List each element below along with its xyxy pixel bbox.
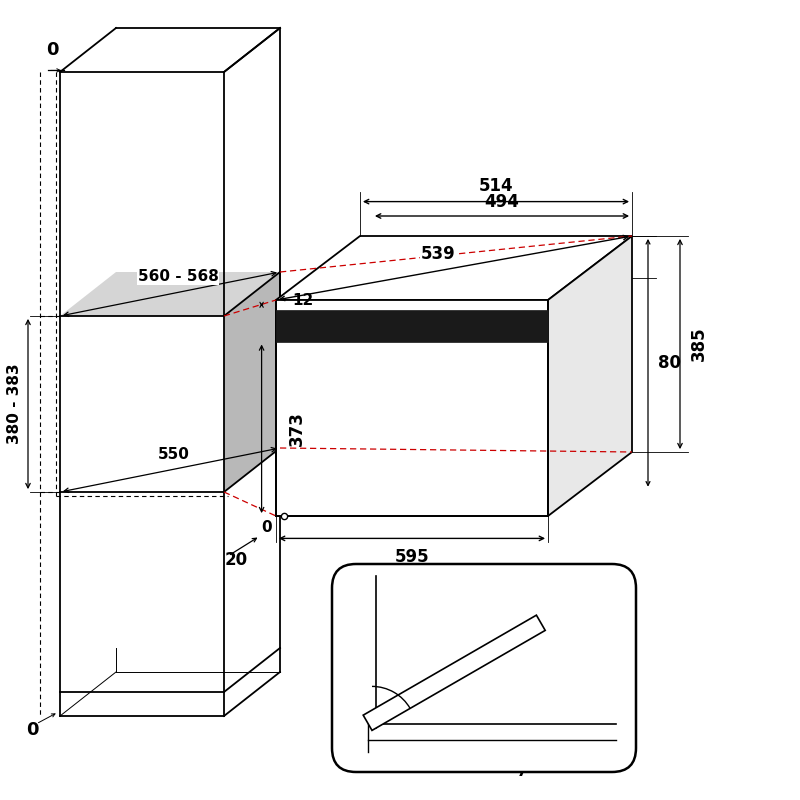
Text: 385: 385 <box>690 326 708 362</box>
Polygon shape <box>276 300 548 516</box>
Text: 80: 80 <box>658 354 681 372</box>
Text: 20: 20 <box>225 551 247 569</box>
Text: 290: 290 <box>430 630 466 648</box>
Text: 380 - 383: 380 - 383 <box>6 364 22 444</box>
Text: 0: 0 <box>262 520 272 535</box>
Text: 560 - 568: 560 - 568 <box>138 270 218 284</box>
Text: 7: 7 <box>518 764 528 779</box>
Polygon shape <box>548 236 632 516</box>
Polygon shape <box>224 272 280 492</box>
Polygon shape <box>60 272 280 316</box>
FancyBboxPatch shape <box>332 564 636 772</box>
Text: 550: 550 <box>158 447 190 462</box>
Polygon shape <box>276 310 548 342</box>
Text: 0: 0 <box>26 722 38 739</box>
Polygon shape <box>363 615 546 730</box>
Text: 539: 539 <box>421 245 455 262</box>
Text: 373: 373 <box>288 411 306 446</box>
Text: 595: 595 <box>394 548 430 566</box>
Text: 12: 12 <box>292 294 314 308</box>
Polygon shape <box>276 236 632 300</box>
Text: 514: 514 <box>478 178 514 195</box>
Text: 85°: 85° <box>376 663 405 678</box>
Text: 0: 0 <box>46 41 58 58</box>
Text: 5: 5 <box>600 725 610 739</box>
Text: 494: 494 <box>485 194 519 211</box>
